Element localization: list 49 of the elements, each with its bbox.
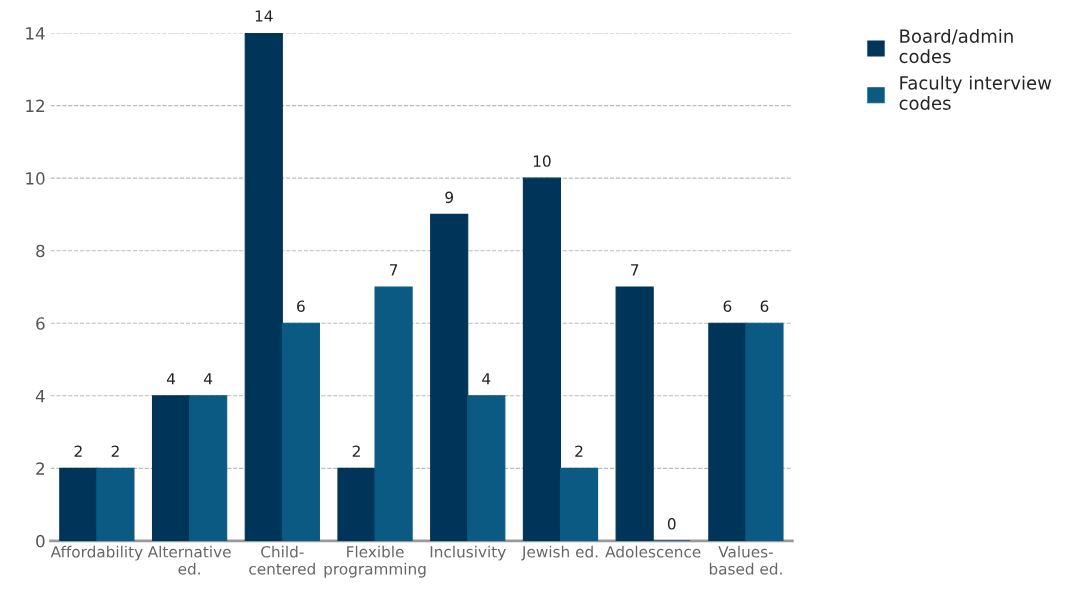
bar <box>244 33 283 541</box>
y-tick-label: 4 <box>35 389 45 403</box>
data-label: 2 <box>575 445 583 457</box>
data-label: 10 <box>533 155 551 167</box>
bar <box>522 177 562 541</box>
y-tick-label: 2 <box>36 462 44 475</box>
bar <box>708 322 747 541</box>
bar <box>559 467 599 541</box>
bar <box>151 395 191 541</box>
data-label: 9 <box>445 191 453 204</box>
bar <box>467 395 506 541</box>
bar <box>430 213 469 541</box>
bar <box>281 322 320 541</box>
data-label: 2 <box>74 445 82 457</box>
data-label: 2 <box>352 445 360 457</box>
data-label: 6 <box>297 300 305 312</box>
bar <box>337 467 376 541</box>
data-label: 4 <box>482 373 491 385</box>
bar <box>615 286 654 541</box>
bar <box>745 322 784 541</box>
data-label: 7 <box>631 264 639 276</box>
bar <box>374 286 413 541</box>
x-tick-label: Values- based ed. <box>709 545 782 575</box>
bar <box>189 395 228 541</box>
data-label: 6 <box>760 300 769 312</box>
data-label: 7 <box>389 264 398 276</box>
x-tick-label: Adolescence <box>605 545 701 558</box>
x-tick-label: Jewish ed. <box>521 545 598 561</box>
x-tick-label: Flexible programming <box>324 545 426 578</box>
y-tick-label: 12 <box>26 99 44 112</box>
y-tick-label: 10 <box>26 172 45 185</box>
data-label: 4 <box>204 373 213 385</box>
data-label: 4 <box>166 373 176 385</box>
x-tick-label: Alternative ed. <box>147 545 231 575</box>
x-tick-label: Child- centered <box>249 545 315 575</box>
y-tick-label: 0 <box>36 534 45 548</box>
y-tick-label: 14 <box>26 27 45 40</box>
data-label: 0 <box>667 518 676 530</box>
x-tick-label: Inclusivity <box>430 545 506 561</box>
data-label: 2 <box>111 445 119 457</box>
data-label: 6 <box>723 300 732 312</box>
bar <box>96 467 135 541</box>
y-tick-label: 6 <box>36 317 45 330</box>
y-tick-label: 8 <box>36 244 45 258</box>
x-tick-label: Affordability <box>50 545 143 561</box>
data-label: 14 <box>255 10 273 22</box>
legend-label: Board/admin codes <box>899 28 1013 64</box>
bar <box>59 467 98 541</box>
legend-label: Faculty interview codes <box>899 75 1052 110</box>
